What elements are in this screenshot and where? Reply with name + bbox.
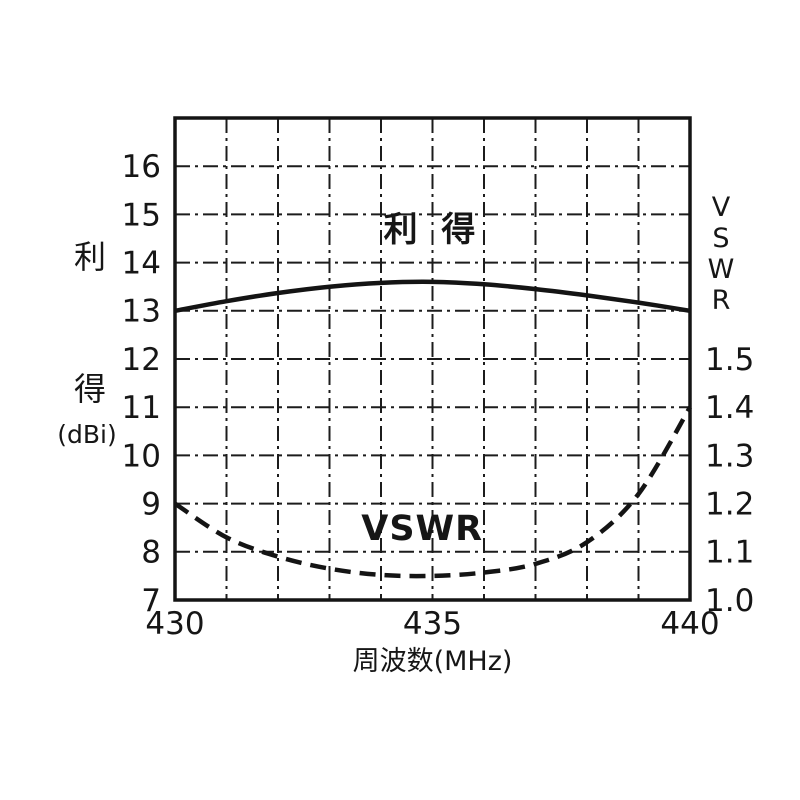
left-axis-title: 利得 (dBi) (57, 238, 116, 449)
left-tick-label: 7 (141, 583, 161, 619)
left-axis-tick-labels: 16 15 14 13 12 11 10 9 8 7 (122, 149, 161, 619)
left-tick-label: 16 (122, 149, 161, 185)
x-axis-title: 周波数(MHz) (353, 646, 513, 677)
right-tick-label: 1.5 (705, 342, 754, 378)
left-axis-title-line: 得 (74, 370, 106, 408)
x-axis-tick-labels: 430 435 440 (145, 606, 719, 642)
right-axis-title-line: R (712, 285, 731, 316)
left-axis-title-line: (dBi) (57, 420, 116, 449)
x-tick-label: 430 (145, 606, 204, 642)
left-tick-label: 11 (122, 390, 161, 426)
vswr-series-label: VSWR (361, 509, 483, 549)
gain-series-label: 利 得 (384, 210, 482, 250)
right-axis-title-line: S (712, 223, 729, 254)
right-axis-title-line: W (708, 254, 735, 285)
grid (175, 118, 690, 600)
right-axis-title-line: V (712, 192, 731, 223)
vswr-curve (173, 406, 692, 579)
left-tick-label: 13 (122, 294, 161, 330)
x-tick-label: 435 (403, 606, 462, 642)
left-tick-label: 15 (122, 197, 161, 233)
left-axis-title-line: 利 (74, 238, 106, 276)
left-tick-label: 8 (141, 535, 161, 571)
right-tick-label: 1.2 (705, 486, 754, 522)
left-tick-label: 14 (122, 245, 161, 281)
right-tick-label: 1.4 (705, 390, 754, 426)
left-tick-label: 10 (122, 438, 161, 474)
left-tick-label: 12 (122, 342, 161, 378)
right-tick-label: 1.1 (705, 535, 754, 571)
right-axis-tick-labels: 1.5 1.4 1.3 1.2 1.1 1.0 (705, 342, 754, 619)
right-tick-label: 1.3 (705, 438, 754, 474)
left-tick-label: 9 (141, 486, 161, 522)
right-axis-title: VSWR (708, 192, 735, 316)
gain-curve (174, 279, 691, 314)
right-tick-label: 1.0 (705, 583, 754, 619)
x-tick-label: 440 (660, 606, 719, 642)
plot-frame (173, 116, 692, 602)
